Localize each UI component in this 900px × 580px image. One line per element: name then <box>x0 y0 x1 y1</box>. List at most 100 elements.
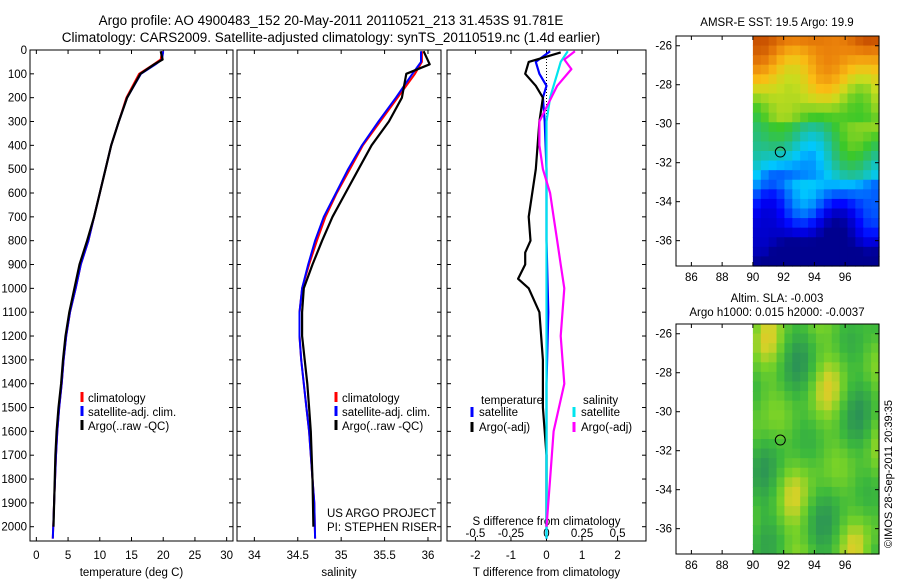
heatmap-cell <box>871 544 880 555</box>
heatmap-cell <box>823 55 833 66</box>
heatmap-cell <box>847 362 856 373</box>
heatmap-cell <box>823 324 833 335</box>
salinity-axis-tick-label: -0.25 <box>498 528 524 540</box>
heatmap-cell <box>823 93 833 104</box>
heatmap-cell <box>760 506 770 517</box>
heatmap-cell <box>863 160 872 171</box>
heatmap-cell <box>752 534 762 546</box>
heatmap-cell <box>871 93 880 104</box>
heatmap-cell <box>815 246 825 258</box>
heatmap-cell <box>776 333 786 344</box>
heatmap-cell <box>808 170 817 181</box>
heatmap-cell <box>784 208 793 219</box>
heatmap-cell <box>855 131 864 143</box>
legend-label-sat_sal: satellite <box>581 407 620 419</box>
heatmap-cell <box>871 467 880 478</box>
heatmap-cell <box>823 83 833 95</box>
project-line-2: PI: STEPHEN RISER <box>327 522 437 534</box>
heatmap-cell <box>823 170 833 181</box>
heatmap-cell <box>800 112 809 123</box>
heatmap-cell <box>823 45 833 56</box>
heatmap-cell <box>871 429 880 440</box>
heatmap-cell <box>752 458 762 469</box>
heatmap-cell <box>823 419 833 431</box>
heatmap-cell <box>815 93 825 104</box>
heatmap-cell <box>831 362 841 373</box>
heatmap-cell <box>847 419 856 431</box>
heatmap-cell <box>752 486 762 498</box>
heatmap-cell <box>800 227 809 238</box>
heatmap-cell <box>847 256 856 267</box>
heatmap-cell <box>752 170 762 181</box>
heatmap-cell <box>839 112 849 123</box>
heatmap-cell <box>792 352 801 363</box>
heatmap-cell <box>808 131 817 143</box>
heatmap-cell <box>839 218 849 229</box>
heatmap-cell <box>831 525 841 536</box>
heatmap-cell <box>855 458 864 469</box>
heatmap-cell <box>808 36 817 47</box>
heatmap-cell <box>871 324 880 335</box>
heatmap-cell <box>768 170 778 181</box>
heatmap-cell <box>800 141 809 152</box>
map-x-tick-label: 96 <box>839 560 852 572</box>
heatmap-cell <box>831 439 841 450</box>
heatmap-cell <box>863 324 872 335</box>
heatmap-cell <box>752 333 762 344</box>
map-x-tick-label: 86 <box>685 272 698 284</box>
heatmap-cell <box>855 467 864 478</box>
heatmap-cell <box>815 112 825 123</box>
map-y-tick-label: -26 <box>655 41 672 53</box>
heatmap-cell <box>800 122 809 133</box>
heatmap-cell <box>863 429 872 440</box>
heatmap-cell <box>752 36 762 47</box>
heatmap-cell <box>768 160 778 171</box>
heatmap-cell <box>855 160 864 171</box>
x-tick-label: -2 <box>470 550 480 562</box>
heatmap-cell <box>863 141 872 152</box>
heatmap-cell <box>871 371 880 383</box>
heatmap-cell <box>776 55 786 66</box>
heatmap-cell <box>776 515 786 526</box>
heatmap-cell <box>831 122 841 133</box>
heatmap-cell <box>871 506 880 517</box>
heatmap-cell <box>831 429 841 440</box>
heatmap-cell <box>847 467 856 478</box>
heatmap-cell <box>792 45 801 56</box>
heatmap-cell <box>784 544 793 555</box>
heatmap-cell <box>831 256 841 267</box>
heatmap-cell <box>760 429 770 440</box>
heatmap-cell <box>871 419 880 431</box>
heatmap-cell <box>855 343 864 354</box>
heatmap-cell <box>847 170 856 181</box>
heatmap-cell <box>831 515 841 526</box>
heatmap-cell <box>831 227 841 238</box>
heatmap-cell <box>776 256 786 267</box>
heatmap-cell <box>823 227 833 238</box>
heatmap-cell <box>839 448 849 459</box>
heatmap-cell <box>871 179 880 190</box>
heatmap-cell <box>768 227 778 238</box>
heatmap-cell <box>863 448 872 459</box>
y-tick-label: 300 <box>8 117 27 129</box>
heatmap-cell <box>808 391 817 402</box>
heatmap-cell <box>784 160 793 171</box>
heatmap-cell <box>847 525 856 536</box>
heatmap-cell <box>808 448 817 459</box>
map-x-tick-label: 88 <box>716 560 729 572</box>
heatmap-cell <box>839 83 849 95</box>
heatmap-cell <box>768 343 778 354</box>
heatmap-cell <box>863 419 872 431</box>
heatmap-cell <box>831 246 841 258</box>
heatmap-cell <box>800 103 809 114</box>
argo-float-marker <box>774 434 786 446</box>
heatmap-cell <box>831 93 841 104</box>
heatmap-cell <box>815 189 825 200</box>
heatmap-cell <box>760 103 770 114</box>
heatmap-cell <box>855 189 864 200</box>
heatmap-cell <box>839 391 849 402</box>
heatmap-cell <box>776 74 786 85</box>
heatmap-cell <box>855 525 864 536</box>
x-tick-label: 10 <box>93 550 106 562</box>
heatmap-cell <box>847 74 856 85</box>
